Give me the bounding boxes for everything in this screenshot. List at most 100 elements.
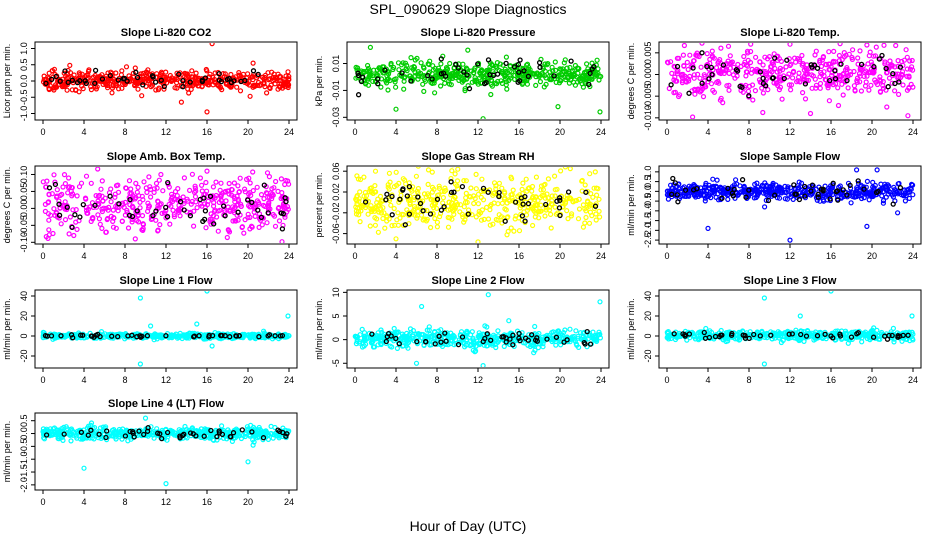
summary-point — [181, 207, 187, 213]
data-point — [420, 64, 427, 70]
outlier-point — [480, 363, 486, 367]
data-point — [826, 98, 833, 104]
data-point — [572, 198, 578, 204]
data-point — [461, 204, 467, 210]
summary-point — [438, 207, 445, 213]
panel-title: Slope Line 1 Flow — [120, 275, 213, 287]
data-point — [193, 70, 199, 76]
summary-point — [417, 200, 424, 207]
summary-point — [808, 188, 814, 194]
data-point — [130, 204, 136, 211]
data-point — [880, 82, 886, 89]
data-point — [568, 213, 575, 219]
summary-point — [443, 338, 449, 344]
data-point — [751, 195, 757, 201]
data-point — [509, 191, 515, 198]
data-point — [159, 210, 165, 216]
y-axis-label: ml/min per min. — [626, 174, 636, 236]
data-point — [88, 180, 94, 186]
summary-point — [668, 82, 674, 88]
summary-point — [77, 214, 83, 220]
summary-point — [746, 187, 752, 193]
data-point — [358, 208, 364, 214]
data-point — [474, 79, 480, 85]
summary-point — [699, 80, 705, 86]
summary-point — [399, 70, 405, 76]
summary-point — [475, 61, 481, 67]
summary-point — [739, 177, 746, 183]
data-point — [367, 223, 373, 229]
data-point — [394, 217, 400, 223]
data-point — [910, 192, 916, 198]
x-tick-label: 24 — [908, 251, 918, 261]
data-point — [664, 59, 671, 65]
data-point — [157, 71, 163, 78]
data-point — [259, 222, 265, 228]
data-point — [431, 336, 438, 342]
data-point — [799, 52, 805, 59]
data-point — [174, 80, 180, 86]
summary-point — [52, 181, 59, 188]
data-point — [779, 67, 786, 73]
data-point — [219, 190, 225, 196]
data-point — [179, 335, 185, 342]
data-point — [358, 203, 364, 209]
data-point — [212, 195, 218, 201]
data-point — [62, 199, 68, 205]
data-point — [408, 330, 414, 336]
summary-point — [65, 79, 71, 86]
data-point — [664, 329, 670, 335]
data-point — [904, 66, 910, 72]
summary-point — [503, 335, 509, 341]
data-point — [405, 157, 409, 161]
data-point — [529, 188, 535, 194]
y-tick-label: 0.0 — [19, 75, 29, 88]
data-point — [850, 193, 856, 200]
data-point — [140, 226, 146, 232]
summary-point — [218, 78, 225, 85]
data-point — [549, 64, 555, 70]
summary-point — [202, 208, 209, 214]
data-point — [559, 332, 566, 338]
data-point — [672, 89, 679, 95]
data-point — [170, 207, 176, 213]
data-point — [774, 69, 780, 75]
data-point — [134, 217, 140, 224]
scatter-points — [40, 43, 292, 115]
outlier-point — [828, 291, 834, 294]
data-point — [403, 333, 409, 340]
data-point — [540, 341, 546, 347]
data-point — [271, 76, 277, 83]
data-point — [485, 216, 492, 222]
summary-point — [92, 202, 98, 209]
data-point — [202, 201, 208, 207]
summary-point — [516, 330, 522, 337]
x-tick-label: 20 — [243, 251, 253, 261]
data-point — [740, 89, 746, 95]
data-point — [211, 200, 217, 206]
data-point — [75, 333, 81, 339]
data-point — [495, 201, 501, 207]
summary-point — [792, 191, 798, 197]
data-point — [866, 87, 872, 93]
x-tick-label: 12 — [785, 375, 795, 385]
data-point — [432, 90, 438, 96]
summary-point — [442, 330, 448, 336]
data-point — [163, 69, 169, 75]
data-point — [447, 60, 453, 67]
data-point — [388, 202, 394, 208]
data-point — [366, 330, 372, 336]
data-point — [878, 181, 884, 187]
data-point — [750, 97, 756, 103]
data-point — [878, 78, 884, 84]
data-point — [442, 80, 448, 86]
data-point — [169, 332, 175, 338]
data-point — [703, 84, 709, 90]
data-point — [499, 185, 505, 191]
summary-point — [809, 64, 815, 70]
outlier-point — [413, 360, 420, 366]
data-point — [899, 72, 906, 78]
data-point — [42, 201, 49, 207]
data-point — [468, 68, 474, 74]
